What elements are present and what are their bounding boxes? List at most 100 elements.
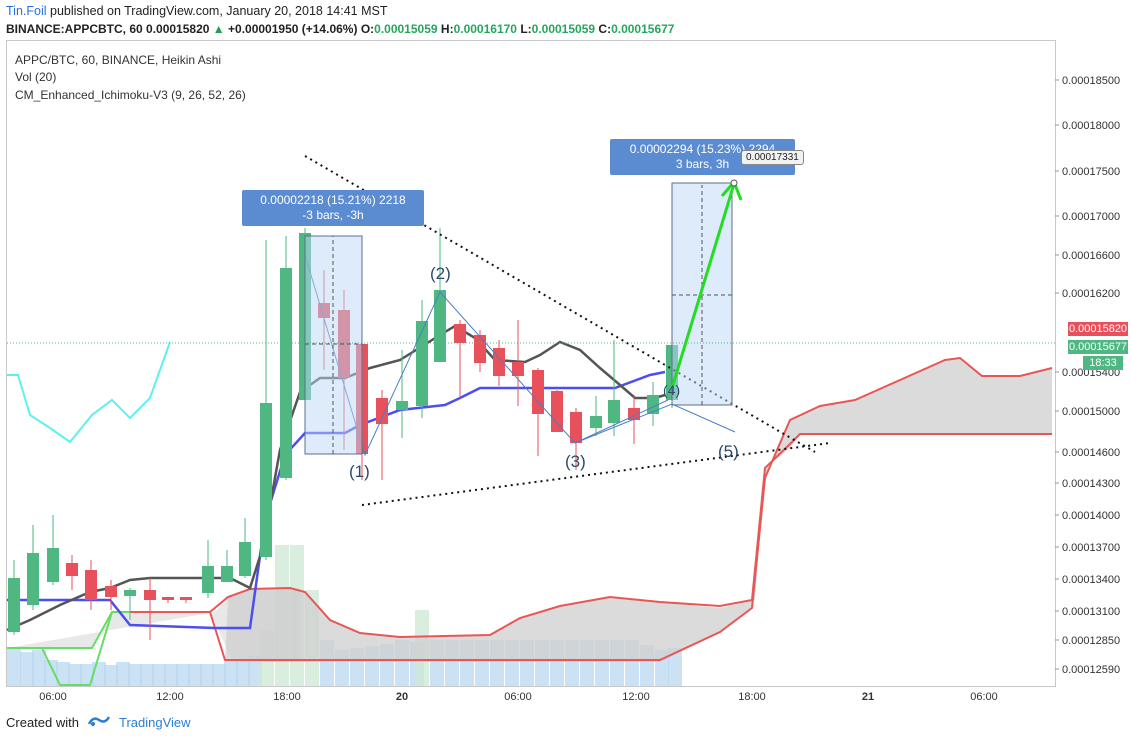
wave-channel-line xyxy=(574,399,669,444)
author-link[interactable]: Tin.Foil xyxy=(6,4,47,18)
volume-bar xyxy=(212,664,226,686)
measure-left-line1: 0.00002218 (15.21%) 2218 xyxy=(260,193,406,207)
price-tick-label: 0.00016600 xyxy=(1062,250,1120,262)
volume-bar xyxy=(236,660,250,686)
last-price: 0.00015820 xyxy=(146,22,210,36)
time-tick-label: 12:00 xyxy=(156,691,184,703)
volume-bar xyxy=(20,652,34,686)
volume-bar xyxy=(116,662,130,686)
close-label: C: xyxy=(598,22,612,36)
candle-body xyxy=(239,542,251,576)
candle-body xyxy=(202,566,214,593)
target-arrow xyxy=(670,183,736,389)
price-tick-label: 0.00012590 xyxy=(1062,664,1120,676)
time-axis[interactable]: 06:00 12:00 18:00 20 06:00 12:00 18:00 21 06:00 xyxy=(39,691,998,703)
time-tick-label: 21 xyxy=(862,691,874,703)
tradingview-brand-link[interactable]: TradingView xyxy=(118,715,191,730)
senkou-span-green-2 xyxy=(7,611,113,649)
price-tick-label: 0.00017000 xyxy=(1062,211,1120,223)
candle-body xyxy=(647,395,659,414)
high-label: H: xyxy=(440,22,454,36)
time-tick-label: 20 xyxy=(396,691,408,703)
candle-body xyxy=(280,268,292,478)
up-arrow-icon: ▲ xyxy=(212,22,225,36)
price-axis[interactable]: 0.00018500 0.00018000 0.00017500 0.00017000… xyxy=(1055,75,1120,676)
candle-body xyxy=(474,335,486,363)
candle-body xyxy=(434,290,446,362)
volume-bar xyxy=(7,648,21,686)
legend-indicator[interactable]: CM_Enhanced_Ichimoku-V3 (9, 26, 52, 26) xyxy=(15,88,246,102)
candle-body xyxy=(85,570,97,600)
candle-body xyxy=(260,403,272,557)
candle-body xyxy=(416,321,428,406)
volume-bar xyxy=(32,650,46,686)
volume-bar xyxy=(200,664,214,686)
volume-bar xyxy=(44,660,58,686)
wave-label-1: (1) xyxy=(349,462,370,481)
time-tick-label: 06:00 xyxy=(504,691,532,703)
candle-body xyxy=(144,590,156,600)
price-tick-label: 0.00014000 xyxy=(1062,510,1120,522)
price-tick-label: 0.00015400 xyxy=(1062,367,1120,379)
time-tick-label: 18:00 xyxy=(273,691,301,703)
low-value: 0.00015059 xyxy=(531,22,596,36)
publish-header: Tin.Foil published on TradingView.com, J… xyxy=(0,0,1131,38)
candle-body xyxy=(590,416,602,428)
price-tick-label: 0.00013100 xyxy=(1062,606,1120,618)
volume-bar xyxy=(80,664,94,686)
close-price-tag: 0.00015677 xyxy=(1068,340,1128,354)
triangle-upper-line xyxy=(304,155,816,453)
price-tick-label: 0.00017500 xyxy=(1062,166,1120,178)
measure-right-line2: 3 bars, 3h xyxy=(675,157,730,171)
footer: Created with TradingView xyxy=(6,714,191,731)
candle-body xyxy=(66,563,78,576)
candle-body xyxy=(396,401,408,410)
legend-title[interactable]: APPC/BTC, 60, BINANCE, Heikin Ashi xyxy=(15,53,222,67)
low-label: L: xyxy=(520,22,532,36)
candle-body xyxy=(512,362,524,376)
candlestick-series xyxy=(8,228,678,640)
wave-label-2: (2) xyxy=(430,264,451,283)
volume-bar xyxy=(152,664,166,686)
candle-body xyxy=(532,370,544,414)
publish-line: Tin.Foil published on TradingView.com, J… xyxy=(6,4,387,18)
candle-body xyxy=(180,597,192,600)
price-tick-label: 0.00013700 xyxy=(1062,542,1120,554)
volume-bar xyxy=(68,664,82,686)
volume-bar xyxy=(188,664,202,686)
price-change: +0.00001950 (+14.06%) xyxy=(228,22,358,36)
time-tick-label: 18:00 xyxy=(738,691,766,703)
tradingview-logo-icon[interactable] xyxy=(87,714,111,731)
candle-body xyxy=(47,548,59,582)
close-value: 0.00015677 xyxy=(611,22,675,36)
price-tick-label: 0.00018500 xyxy=(1062,75,1120,87)
candle-body xyxy=(221,566,233,582)
price-tick-label: 0.00015000 xyxy=(1062,406,1120,418)
candle-body xyxy=(454,324,466,343)
volume-bar xyxy=(176,664,190,686)
volume-bar xyxy=(224,662,238,686)
candle-body xyxy=(105,586,117,597)
open-label: O: xyxy=(360,22,375,36)
target-price-tooltip: 0.00017331 xyxy=(741,150,804,165)
price-tick-label: 0.00018000 xyxy=(1062,120,1120,132)
wave-label-5: (5) xyxy=(718,442,739,461)
high-value: 0.00016170 xyxy=(453,22,517,36)
candle-body xyxy=(8,578,20,632)
created-with-text: Created with xyxy=(6,715,79,730)
senkou-span-b xyxy=(209,356,1053,661)
candle-body xyxy=(570,412,582,443)
legend-volume[interactable]: Vol (20) xyxy=(15,70,57,84)
last-price-tag: 0.00015820 xyxy=(1068,322,1128,336)
open-value: 0.00015059 xyxy=(374,22,438,36)
candle-body xyxy=(27,553,39,605)
ohlc-line: BINANCE:APPCBTC, 60 0.00015820 ▲ +0.0000… xyxy=(6,22,674,36)
chart-frame[interactable] xyxy=(6,40,1056,687)
measure-label-left: 0.00002218 (15.21%) 2218 -3 bars, -3h xyxy=(242,190,424,226)
wave-label-4: (4) xyxy=(663,382,681,398)
volume-bar xyxy=(668,648,682,686)
countdown-tag: 18:33 xyxy=(1083,356,1123,370)
candle-body xyxy=(608,400,620,423)
time-tick-label: 06:00 xyxy=(970,691,998,703)
